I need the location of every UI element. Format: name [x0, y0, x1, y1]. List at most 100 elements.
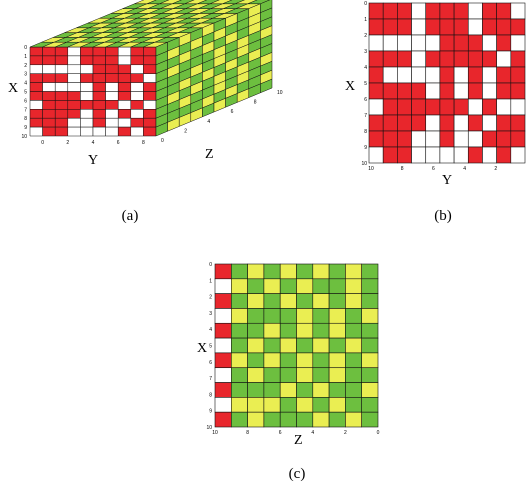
panel-a-front-cell	[118, 83, 131, 92]
panel-c-cell	[264, 264, 280, 279]
panel-b-cell	[397, 83, 411, 99]
panel-a-front-cell	[143, 92, 156, 101]
panel-a-front-cell	[68, 109, 81, 118]
panel-a-front-cell	[68, 47, 81, 56]
panel-b-cell	[511, 115, 525, 131]
panel-a-x-tick: 2	[24, 63, 27, 69]
panel-b-cell	[397, 51, 411, 67]
panel-a-front-cell	[131, 118, 144, 127]
panel-b-cell	[369, 19, 383, 35]
panel-a-front-cell	[93, 65, 106, 74]
panel-c-cell	[345, 308, 361, 323]
panel-b-y-label: Y	[442, 173, 452, 188]
panel-c-cell	[248, 383, 264, 398]
panel-c-cell	[329, 279, 345, 294]
panel-a-front-cell	[93, 83, 106, 92]
panel-c-cell	[329, 383, 345, 398]
panel-c-cell	[264, 353, 280, 368]
panel-c-x-tick: 1	[209, 278, 212, 284]
panel-c-cell	[297, 279, 313, 294]
panel-c-cell	[280, 338, 296, 353]
panel-b-cell	[511, 19, 525, 35]
panel-a-front-cell	[106, 56, 119, 65]
panel-b-cell	[412, 67, 426, 83]
panel-b-cell	[412, 19, 426, 35]
panel-b-cell	[426, 19, 440, 35]
panel-a-front-cell	[43, 65, 56, 74]
panel-c-x-tick: 8	[209, 392, 212, 398]
panel-a-front-cell	[143, 47, 156, 56]
panel-a-front-cell	[106, 92, 119, 101]
panel-c-cell	[297, 323, 313, 338]
panel-b-cell	[426, 35, 440, 51]
panel-a-front-cell	[106, 109, 119, 118]
panel-b-cell	[468, 35, 482, 51]
panel-a-front-cell	[30, 109, 43, 118]
panel-a-y-tick: 6	[117, 140, 120, 146]
panel-b-cell	[440, 51, 454, 67]
panel-c-cell	[313, 308, 329, 323]
panel-b-cell	[369, 147, 383, 163]
panel-a-front-cell	[68, 74, 81, 83]
panel-c-cell	[264, 368, 280, 383]
panel-c-cell	[345, 412, 361, 427]
panel-b-cell	[497, 35, 511, 51]
panel-c-cell	[345, 264, 361, 279]
panel-a-front-cell	[80, 65, 93, 74]
panel-c-cell	[248, 323, 264, 338]
panel-c-cell	[280, 397, 296, 412]
panel-c-cell	[329, 294, 345, 309]
panel-c-cell	[264, 279, 280, 294]
panel-a-front-cell	[106, 127, 119, 136]
panel-c-cell	[231, 338, 247, 353]
panel-a-front-cell	[93, 56, 106, 65]
panel-b-cell	[482, 147, 496, 163]
panel-b-y-tick: 8	[401, 166, 404, 172]
panel-b-x-tick: 8	[364, 129, 367, 135]
panel-c-cell	[264, 308, 280, 323]
panel-b-cell	[426, 115, 440, 131]
panel-a-front-cell	[55, 74, 68, 83]
panel-b-cell	[454, 51, 468, 67]
panel-c-cell	[297, 294, 313, 309]
panel-b-cell	[454, 147, 468, 163]
panel-c-cell	[264, 294, 280, 309]
panel-b-cell	[397, 147, 411, 163]
panel-b-cell	[369, 51, 383, 67]
panel-c-x-tick: 9	[209, 409, 212, 415]
panel-a-front-cell	[118, 127, 131, 136]
panel-a-front-cell	[43, 118, 56, 127]
panel-b-x-tick: 3	[364, 49, 367, 55]
panel-b-cell	[468, 3, 482, 19]
panel-c-cell	[313, 353, 329, 368]
panel-c-cell	[231, 323, 247, 338]
panel-a-front-cell	[143, 74, 156, 83]
panel-a-front-cell	[30, 56, 43, 65]
panel-c-cell	[248, 368, 264, 383]
panel-c-cell	[231, 412, 247, 427]
panel-c-cell	[362, 279, 378, 294]
panel-a-front-cell	[118, 74, 131, 83]
panel-a-z-tick: 6	[231, 109, 234, 115]
panel-c-cell	[248, 338, 264, 353]
panel-b-cell	[482, 35, 496, 51]
panel-c-cell	[215, 383, 231, 398]
panel-c-xz-slice: 01234567891010 8 6 4 2 0	[206, 262, 379, 436]
panel-c-cell	[362, 368, 378, 383]
panel-b-cell	[468, 67, 482, 83]
panel-c-cell	[280, 353, 296, 368]
panel-c-x-label: X	[197, 341, 207, 356]
panel-b-cell	[468, 83, 482, 99]
panel-a-x-tick: 4	[24, 81, 27, 87]
panel-b-y-tick: 6	[432, 166, 435, 172]
panel-c-cell	[345, 294, 361, 309]
panel-a-front-cell	[68, 56, 81, 65]
panel-c-cell	[231, 264, 247, 279]
panel-b-cell	[454, 115, 468, 131]
panel-c-cell	[215, 308, 231, 323]
panel-a-front-cell	[68, 100, 81, 109]
panel-a-3d-cube: 0 1 2 3 4 5 6 7 8 9 10 8 6 4 2 0 0 2 4 6 8 10	[21, 0, 282, 146]
panel-a-front-cell	[43, 56, 56, 65]
panel-c-cell	[362, 353, 378, 368]
panel-c-cell	[264, 383, 280, 398]
